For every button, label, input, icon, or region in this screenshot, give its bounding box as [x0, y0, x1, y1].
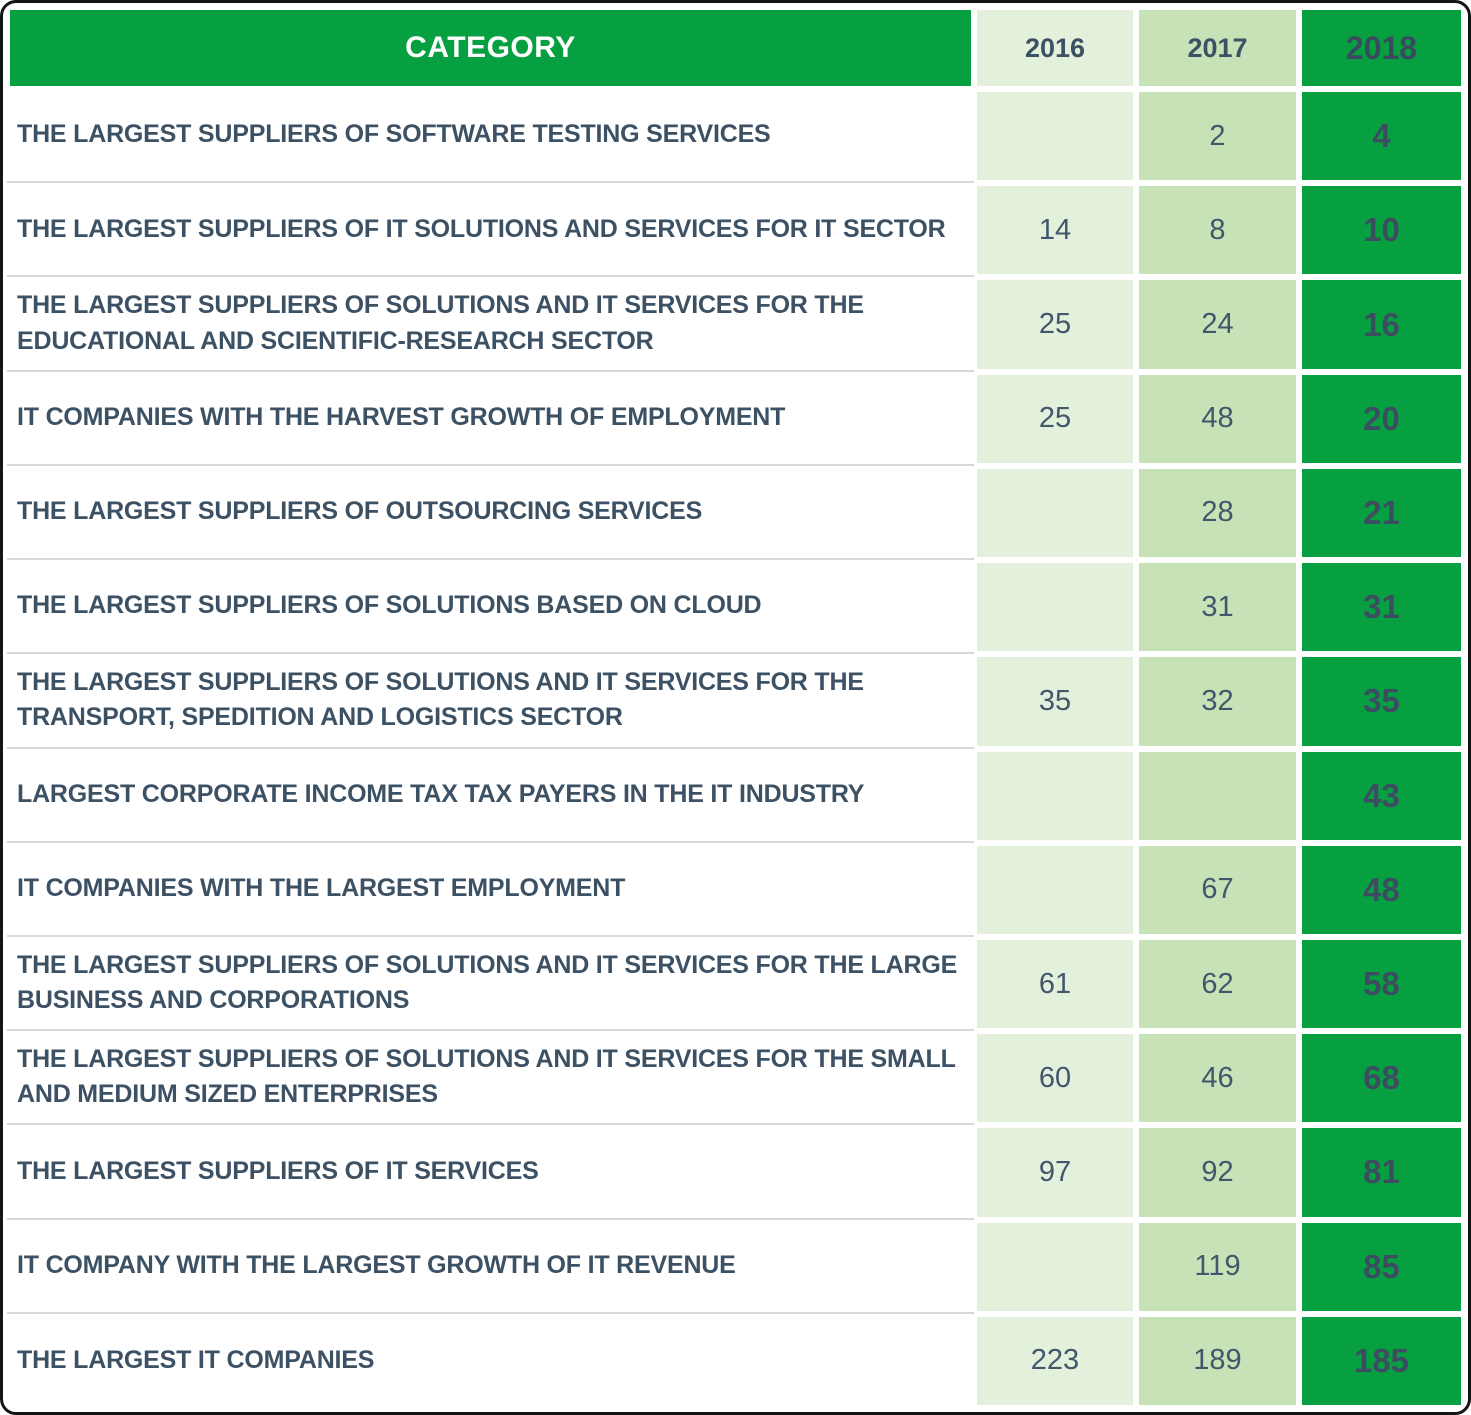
column-header-2018: 2018: [1299, 7, 1464, 89]
category-cell: THE LARGEST SUPPLIERS OF SOLUTIONS AND I…: [7, 277, 974, 372]
value-cell-2018: 35: [1299, 654, 1464, 749]
value-cell-2018: 68: [1299, 1031, 1464, 1126]
category-cell: LARGEST CORPORATE INCOME TAX TAX PAYERS …: [7, 748, 974, 843]
column-header-2016: 2016: [974, 7, 1136, 89]
value-cell-2016: [974, 842, 1136, 937]
value-cell-2016: [974, 1219, 1136, 1314]
value-cell-2017: 28: [1136, 465, 1299, 561]
value-cell-2017: 32: [1136, 654, 1299, 749]
value-cell-2017: 24: [1136, 277, 1299, 372]
value-cell-2018: 85: [1299, 1219, 1464, 1314]
value-cell-2016: 223: [974, 1313, 1136, 1408]
value-cell-2017: 67: [1136, 842, 1299, 937]
value-cell-2018: 20: [1299, 371, 1464, 466]
column-header-category: CATEGORY: [7, 7, 974, 89]
value-cell-2016: 60: [974, 1031, 1136, 1126]
value-cell-2017: 189: [1136, 1313, 1299, 1408]
category-cell: THE LARGEST SUPPLIERS OF SOLUTIONS BASED…: [7, 560, 974, 655]
value-cell-2016: 61: [974, 936, 1136, 1032]
category-cell: THE LARGEST IT COMPANIES: [7, 1313, 974, 1408]
value-cell-2017: 31: [1136, 560, 1299, 655]
value-cell-2018: 58: [1299, 936, 1464, 1032]
category-cell: THE LARGEST SUPPLIERS OF SOLUTIONS AND I…: [7, 1031, 974, 1126]
value-cell-2018: 81: [1299, 1125, 1464, 1220]
value-cell-2016: 14: [974, 183, 1136, 278]
value-cell-2018: 4: [1299, 89, 1464, 184]
category-cell: THE LARGEST SUPPLIERS OF SOLUTIONS AND I…: [7, 936, 974, 1032]
value-cell-2018: 16: [1299, 277, 1464, 372]
value-cell-2018: 185: [1299, 1313, 1464, 1408]
category-cell: IT COMPANY WITH THE LARGEST GROWTH OF IT…: [7, 1219, 974, 1314]
value-cell-2016: 97: [974, 1125, 1136, 1220]
value-cell-2016: 25: [974, 371, 1136, 466]
value-cell-2018: 21: [1299, 465, 1464, 561]
category-cell: THE LARGEST SUPPLIERS OF SOFTWARE TESTIN…: [7, 89, 974, 184]
value-cell-2016: 35: [974, 654, 1136, 749]
value-cell-2016: [974, 465, 1136, 561]
value-cell-2016: 25: [974, 277, 1136, 372]
value-cell-2017: 8: [1136, 183, 1299, 278]
rankings-table: CATEGORY 2016 2017 2018 THE LARGEST SUPP…: [7, 7, 1464, 1408]
value-cell-2017: 2: [1136, 89, 1299, 184]
value-cell-2017: 62: [1136, 936, 1299, 1032]
value-cell-2016: [974, 748, 1136, 843]
value-cell-2017: 119: [1136, 1219, 1299, 1314]
value-cell-2018: 43: [1299, 748, 1464, 843]
value-cell-2016: [974, 560, 1136, 655]
category-cell: THE LARGEST SUPPLIERS OF IT SERVICES: [7, 1125, 974, 1220]
value-cell-2017: [1136, 748, 1299, 843]
value-cell-2018: 48: [1299, 842, 1464, 937]
value-cell-2016: [974, 89, 1136, 184]
category-cell: IT COMPANIES WITH THE LARGEST EMPLOYMENT: [7, 842, 974, 937]
column-header-2017: 2017: [1136, 7, 1299, 89]
category-cell: THE LARGEST SUPPLIERS OF IT SOLUTIONS AN…: [7, 183, 974, 278]
value-cell-2017: 92: [1136, 1125, 1299, 1220]
category-cell: IT COMPANIES WITH THE HARVEST GROWTH OF …: [7, 371, 974, 466]
category-cell: THE LARGEST SUPPLIERS OF OUTSOURCING SER…: [7, 465, 974, 561]
category-cell: THE LARGEST SUPPLIERS OF SOLUTIONS AND I…: [7, 654, 974, 749]
value-cell-2017: 48: [1136, 371, 1299, 466]
value-cell-2018: 31: [1299, 560, 1464, 655]
value-cell-2017: 46: [1136, 1031, 1299, 1126]
value-cell-2018: 10: [1299, 183, 1464, 278]
